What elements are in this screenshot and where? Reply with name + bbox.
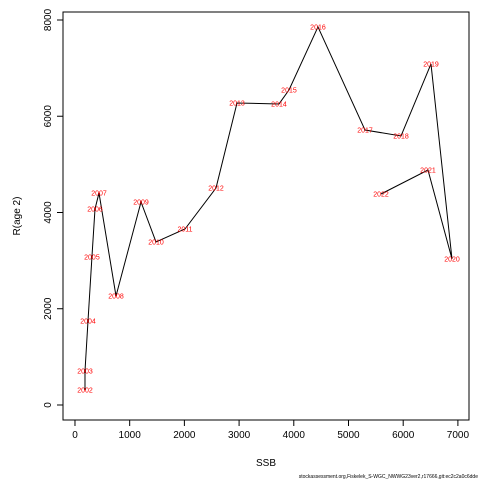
point-label: 2012: [208, 185, 224, 192]
point-label: 2006: [87, 206, 103, 213]
point-label: 2014: [271, 101, 287, 108]
point-label: 2008: [108, 293, 124, 300]
point-label: 2017: [357, 128, 373, 135]
point-label: 2010: [148, 239, 164, 246]
plot-box: [62, 11, 470, 421]
y-tick-label: 4000: [43, 201, 54, 224]
y-tick-label: 6000: [43, 105, 54, 128]
x-tick-label: 4000: [283, 430, 306, 441]
point-label: 2021: [420, 167, 436, 174]
y-tick-label: 8000: [43, 8, 54, 31]
point-label: 2020: [444, 256, 460, 263]
y-tick-label: 2000: [43, 297, 54, 320]
point-label: 2015: [281, 88, 297, 95]
y-axis-label: R(age 2): [12, 197, 23, 236]
x-tick-label: 5000: [337, 430, 360, 441]
point-label: 2022: [373, 192, 389, 199]
point-label: 2016: [310, 24, 326, 31]
point-label: 2002: [77, 387, 93, 394]
y-tick-label: 0: [43, 402, 54, 408]
x-tick-label: 0: [72, 430, 78, 441]
x-tick-label: 3000: [228, 430, 251, 441]
point-label: 2003: [77, 369, 93, 376]
point-label: 2018: [393, 133, 409, 140]
point-label: 2009: [133, 199, 149, 206]
x-tick-label: 7000: [447, 430, 470, 441]
point-label: 2011: [177, 226, 192, 233]
x-tick-label: 6000: [392, 430, 415, 441]
series-line: [84, 25, 453, 390]
point-label: 2005: [84, 255, 100, 262]
point-label: 2004: [80, 319, 96, 326]
point-label: 2019: [423, 61, 439, 68]
x-tick-label: 1000: [119, 430, 142, 441]
point-label: 2013: [229, 101, 245, 108]
footnote: stockassessment.org,Fiskelek_S-WGC_NWWG2…: [299, 474, 478, 480]
x-tick-label: 2000: [173, 430, 196, 441]
x-axis-label: SSB: [256, 458, 276, 469]
point-label: 2007: [91, 190, 107, 197]
